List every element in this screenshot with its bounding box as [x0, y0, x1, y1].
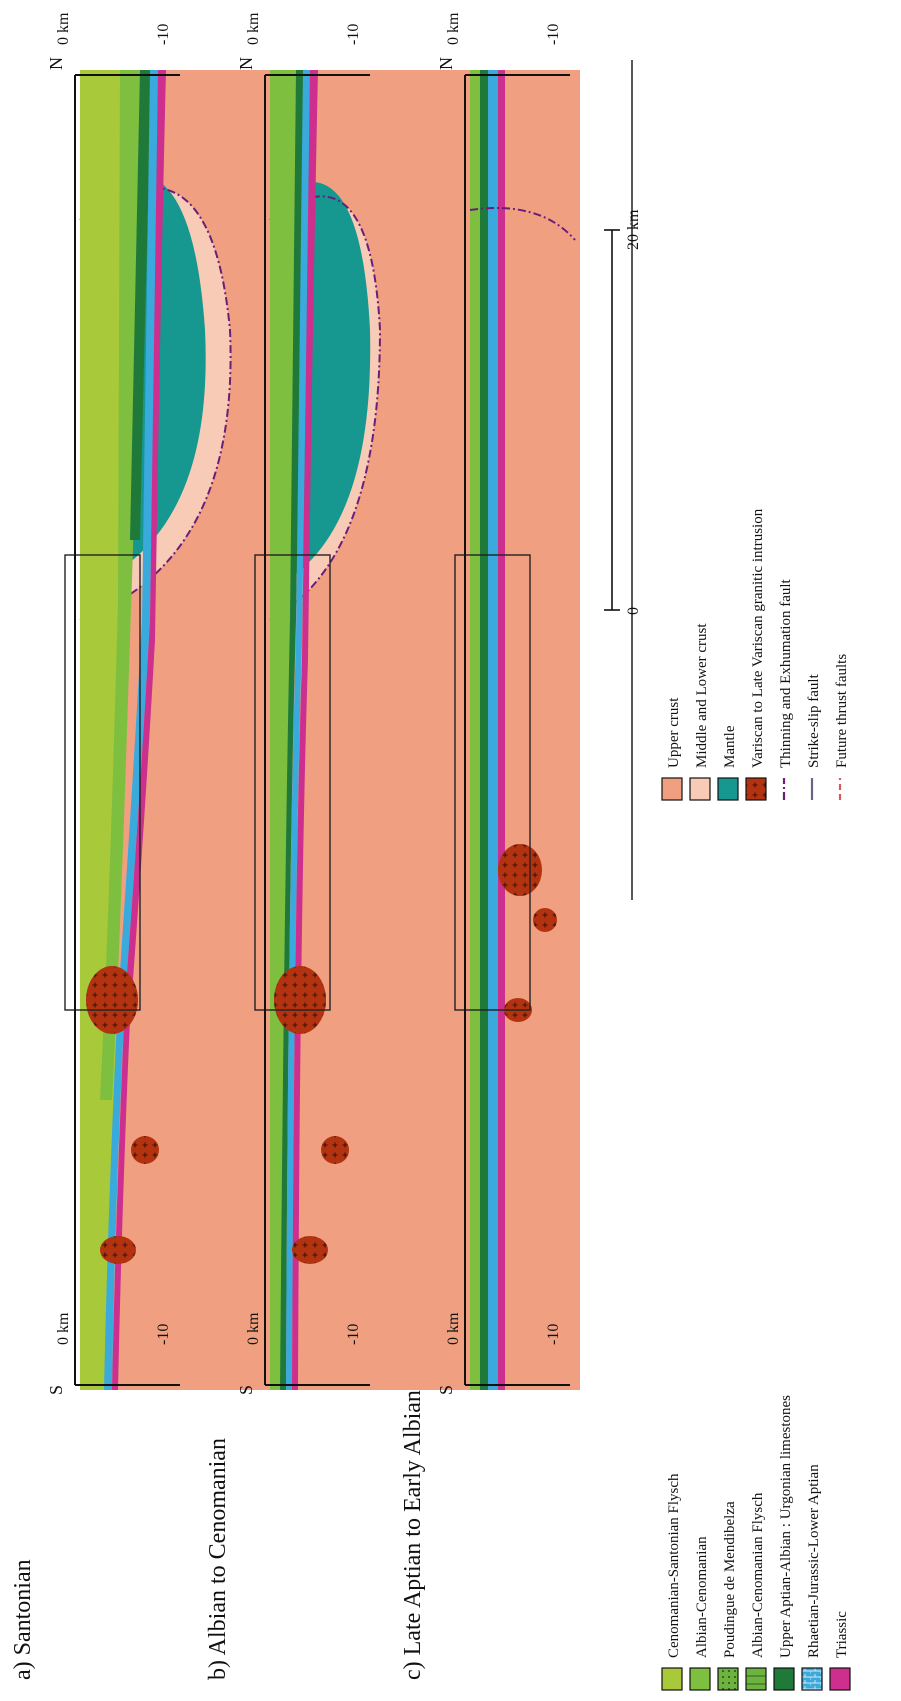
- north-label-b: N: [236, 57, 256, 70]
- legend-swatch-icon: [773, 1667, 795, 1691]
- south-label-c: S: [436, 1385, 456, 1395]
- legend-item: Poudingue de Mendibelza: [717, 1501, 739, 1691]
- legend-label: Strike-slip fault: [806, 673, 822, 768]
- legend-label: Mantle: [722, 725, 738, 768]
- detail-a: [80, 1445, 81, 1446]
- legend-label: Triassic: [834, 1611, 850, 1658]
- legend-item: Mantle: [717, 725, 739, 801]
- legend-item: Thinning and Exhumation fault: [778, 578, 794, 800]
- scale-labels-left: 0 20 km: [625, 209, 642, 615]
- legend-label: Upper Aptian-Albian : Urgonian limestone…: [778, 1395, 794, 1658]
- legend-label: Variscan to Late Variscan granitic intru…: [750, 508, 766, 768]
- legend-label: Albian-Cenomanian: [694, 1536, 710, 1658]
- legend-label: Thinning and Exhumation fault: [778, 578, 794, 768]
- detail-section-a: [80, 1445, 81, 1446]
- legend-item: Cenomanian-Santonian Flysch: [661, 1473, 683, 1691]
- legend-swatch-icon: [745, 777, 767, 801]
- depth-ten-a: -10: [155, 1324, 172, 1345]
- depth-ten-c-top: -10: [545, 24, 562, 45]
- legend-swatch-icon: [717, 1667, 739, 1691]
- north-label-a: N: [46, 57, 66, 70]
- depth-ten-b: -10: [345, 1324, 362, 1345]
- legend-swatch-icon: [745, 1667, 767, 1691]
- north-label-c: N: [436, 57, 456, 70]
- section-b-left: [254, 70, 382, 1390]
- depth-ten-b-top: -10: [345, 24, 362, 45]
- legend-item: Middle and Lower crust: [689, 623, 711, 801]
- legend-item: Upper Aptian-Albian : Urgonian limestone…: [773, 1395, 795, 1691]
- legend-item: Albian-Cenomanian Flysch: [745, 1492, 767, 1691]
- depth-zero-a: 0 km: [55, 1312, 72, 1345]
- depth-zero-a-top: 0 km: [55, 12, 72, 45]
- left-scale-bar: [604, 229, 620, 611]
- legend-label: Rhaetian-Jurassic-Lower Aptian: [806, 1464, 822, 1658]
- legend-label: Cenomanian-Santonian Flysch: [666, 1473, 682, 1658]
- legend-item: Variscan to Late Variscan granitic intru…: [745, 508, 767, 801]
- orientation-labels: S N S N S N: [46, 57, 456, 1395]
- south-label-a: S: [46, 1385, 66, 1395]
- legend-label: Poudingue de Mendibelza: [722, 1501, 738, 1658]
- legend-crust-faults: Upper crust Middle and Lower crust Mantle V…: [661, 508, 850, 801]
- legend-swatch-icon: [801, 1667, 823, 1691]
- legend-swatch-icon: [661, 777, 683, 801]
- depth-zero-b: 0 km: [245, 1312, 262, 1345]
- left-sections: [64, 70, 620, 1390]
- legend-swatch-icon: [689, 777, 711, 801]
- legend-item: Rhaetian-Jurassic-Lower Aptian: [801, 1464, 823, 1691]
- detail-sections: [80, 1445, 81, 1446]
- legend-sedimentary: Cenomanian-Santonian Flysch Albian-Cenoma…: [661, 1395, 851, 1691]
- depth-labels-left: 0 km -10 0 km -10 0 km -10 0 km -10 0 km…: [55, 12, 562, 1345]
- depth-zero-b-top: 0 km: [245, 12, 262, 45]
- legend-item: Strike-slip fault: [806, 673, 822, 800]
- legend-label: Future thrust faults: [834, 654, 850, 768]
- panel-title-b: b) Albian to Cenomanian: [205, 1438, 231, 1680]
- legend-item: Triassic: [829, 1611, 851, 1691]
- legend-label: Upper crust: [666, 697, 682, 768]
- legend-item: Upper crust: [661, 697, 683, 801]
- legend-item: Future thrust faults: [834, 654, 850, 800]
- south-label-b: S: [236, 1385, 256, 1395]
- scale-twenty-left: 20 km: [625, 209, 642, 250]
- section-c-left: [454, 70, 576, 1390]
- depth-ten-a-top: -10: [155, 24, 172, 45]
- detail-panels: [80, 1445, 81, 1446]
- legend-label: Middle and Lower crust: [694, 623, 710, 768]
- panel-title-c: c) Late Aptian to Early Albian: [400, 1390, 426, 1680]
- legend-swatch-icon: [717, 777, 739, 801]
- scale-zero-left: 0: [625, 607, 642, 615]
- legend-swatch-icon: [661, 1667, 683, 1691]
- legend-swatch-icon: [829, 1667, 851, 1691]
- depth-ten-c: -10: [545, 1324, 562, 1345]
- panel-title-a: a) Santonian: [10, 1559, 36, 1680]
- legend-item: Albian-Cenomanian: [689, 1536, 711, 1691]
- depth-zero-c-top: 0 km: [445, 12, 462, 45]
- panel-titles: a) Santonian b) Albian to Cenomanian c) …: [10, 1390, 426, 1680]
- depth-zero-c: 0 km: [445, 1312, 462, 1345]
- legend-swatch-icon: [689, 1667, 711, 1691]
- right-sections: [631, 60, 633, 900]
- legend-label: Albian-Cenomanian Flysch: [750, 1492, 766, 1658]
